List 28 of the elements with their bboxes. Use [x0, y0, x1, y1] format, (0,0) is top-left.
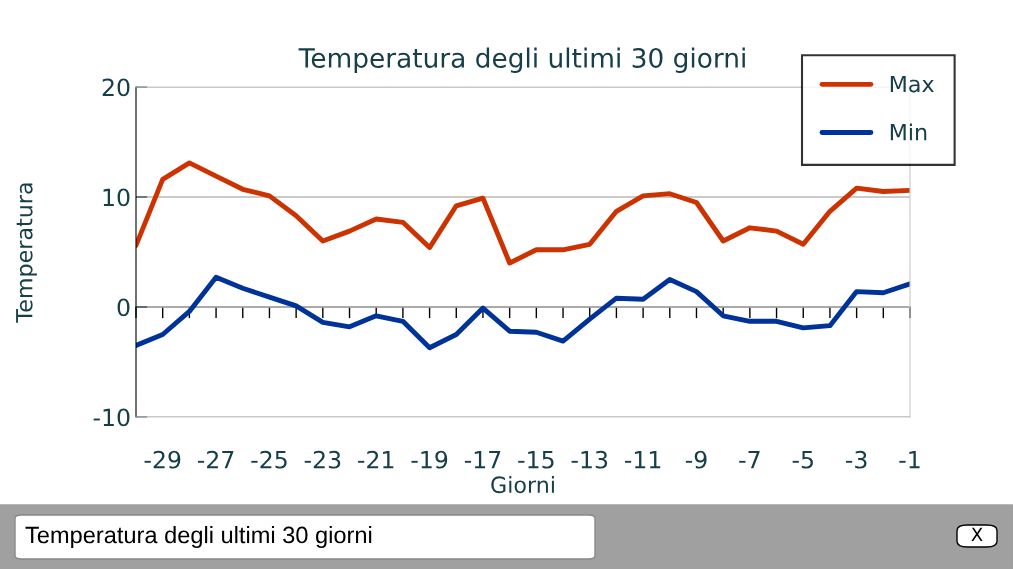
legend-label: Min — [890, 123, 927, 141]
line-series — [136, 274, 910, 351]
chart-title: Temperatura degli ultimi 30 giorni — [298, 47, 745, 74]
text: X — [971, 527, 983, 541]
x-axis-title: Giorni — [491, 475, 554, 494]
x-tick-label: -23 — [304, 450, 341, 469]
x-tick-label: -5 — [792, 451, 813, 469]
x-tick-label: -19 — [411, 450, 448, 469]
text: Temperatura degli ultimi 30 giorni — [25, 525, 372, 549]
x-tick-label: -29 — [144, 450, 181, 469]
x-tick-label: -9 — [685, 450, 707, 469]
x-tick-label: -11 — [624, 451, 661, 469]
y-tick-label: 20 — [102, 78, 130, 97]
legend-label: Max — [890, 75, 934, 93]
line-series — [136, 160, 910, 266]
x-tick-label: -21 — [358, 450, 394, 469]
x-tick-label: -27 — [197, 450, 234, 469]
x-tick-label: -15 — [518, 451, 554, 469]
x-tick-label: -17 — [464, 451, 501, 469]
y-tick-label: 10 — [103, 188, 130, 207]
x-tick-label: -7 — [739, 451, 760, 469]
x-tick-label: -1 — [899, 451, 920, 469]
x-tick-label: -3 — [846, 450, 867, 469]
y-tick-label: 0 — [117, 298, 130, 317]
y-axis-title: Temperatura — [16, 183, 37, 323]
x-tick-label: -25 — [251, 450, 287, 469]
x-tick-label: -13 — [571, 450, 608, 469]
y-tick-label: -10 — [93, 408, 130, 427]
